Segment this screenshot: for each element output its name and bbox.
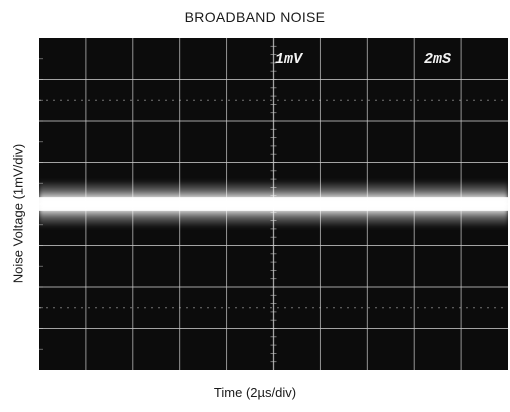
- y-axis-label: Noise Voltage (1mV/div): [10, 143, 26, 284]
- noise-trace-layer: [39, 180, 508, 228]
- graticule: [39, 38, 508, 370]
- oscilloscope-screen: 1mV 2mS: [39, 38, 508, 370]
- noise-trace-band: [39, 197, 508, 211]
- time-per-div-readout: 2mS: [424, 51, 451, 68]
- chart-title: BROADBAND NOISE: [184, 9, 326, 25]
- x-axis-label: Time (2µs/div): [213, 385, 297, 400]
- volts-per-div-readout: 1mV: [275, 51, 304, 68]
